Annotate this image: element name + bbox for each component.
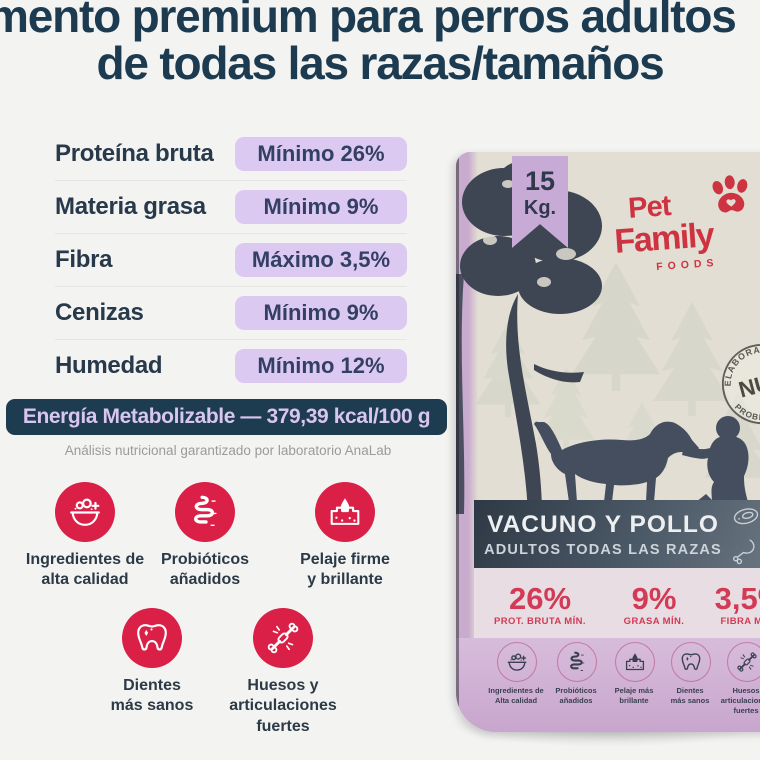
benefit-label: Probióticos añadidos xyxy=(160,551,249,589)
nutrient-label: Materia grasa xyxy=(55,193,206,220)
flavor-subtitle: ADULTOS TODAS LAS RAZAS xyxy=(484,541,722,558)
drumstick-icon xyxy=(728,534,758,567)
benefit-circle xyxy=(315,482,375,542)
intestine-icon xyxy=(186,493,224,531)
stats-band: 26% PROT. BRUTA MÍN. 9% GRASA MÍN. 3,5% … xyxy=(474,568,760,640)
benefit-circle xyxy=(175,482,235,542)
paw-icon xyxy=(706,173,755,220)
feature-label: Pelaje más brillante xyxy=(614,686,654,705)
title-line-2: de todas las razas/tamaños xyxy=(96,36,664,89)
stat-fiber: 3,5% FIBRA MÁX. xyxy=(714,581,760,627)
benefit-label: Pelaje firme y brillante xyxy=(300,551,390,589)
benefit-circle xyxy=(253,608,313,668)
weight-unit: Kg. xyxy=(523,197,557,219)
title-line-1: mento premium para perros adultos xyxy=(0,0,737,42)
bowl-icon xyxy=(505,650,529,674)
feature-circle xyxy=(727,642,760,682)
nutrient-value-pill: Mínimo 26% xyxy=(235,137,407,171)
feature-label: Dientes más sanos xyxy=(670,686,710,705)
brand-word-family: Family xyxy=(613,215,715,261)
lab-note: Análisis nutricional garantizado por lab… xyxy=(64,443,392,458)
nutrient-value-pill: Mínimo 9% xyxy=(235,296,407,330)
energy-banner: Energía Metabolizable — 379,39 kcal/100 … xyxy=(6,399,447,435)
nutrient-value-pill: Máximo 3,5% xyxy=(235,243,407,277)
stat-fat: 9% GRASA MÍN. xyxy=(623,581,685,627)
benefit-circle xyxy=(55,482,115,542)
feature-circle xyxy=(557,642,597,682)
dog-and-child-silhouette xyxy=(534,416,749,502)
feature-label: Probióticos añadidos xyxy=(555,686,597,705)
flavor-band: VACUNO Y POLLO ADULTOS TODAS LAS RAZAS xyxy=(474,500,760,568)
fur-icon xyxy=(623,650,647,674)
tooth-icon xyxy=(133,619,171,657)
nutrient-label: Humedad xyxy=(55,352,163,379)
page-title: mento premium para perros adultos de tod… xyxy=(0,0,760,87)
tooth-icon xyxy=(679,650,703,674)
feature-circle xyxy=(615,642,655,682)
fur-icon xyxy=(326,493,364,531)
table-row: Materia grasa Mínimo 9% xyxy=(55,181,407,234)
bone-joint-icon xyxy=(735,650,759,674)
product-bag: 15 Kg. Pet Family FOODS ELABO xyxy=(456,152,760,732)
bone-joint-icon xyxy=(264,619,302,657)
feature-circle xyxy=(497,642,537,682)
table-row: Fibra Máximo 3,5% xyxy=(55,234,407,287)
nutrition-table: Proteína bruta Mínimo 26% Materia grasa … xyxy=(55,128,407,392)
nutrient-label: Cenizas xyxy=(55,299,144,326)
flavor-title: VACUNO Y POLLO xyxy=(487,510,719,538)
table-row: Humedad Mínimo 12% xyxy=(55,340,407,392)
bag-edge-line xyxy=(456,152,459,732)
table-row: Cenizas Mínimo 9% xyxy=(55,287,407,340)
nutrient-label: Fibra xyxy=(55,246,113,273)
weight-value: 15 xyxy=(524,166,556,196)
benefit-label: Huesos y articulaciones fuertes xyxy=(229,677,337,735)
table-row: Proteína bruta Mínimo 26% xyxy=(55,128,407,181)
nutrient-value-pill: Mínimo 9% xyxy=(235,190,407,224)
benefit-circle xyxy=(122,608,182,668)
brand-logo: Pet Family FOODS xyxy=(611,175,758,275)
benefit-label: Dientes más sanos xyxy=(110,677,194,715)
benefit-label: Ingredientes de alta calidad xyxy=(25,551,145,589)
nutrient-label: Proteína bruta xyxy=(55,140,214,167)
stamp-badge: ELABORADO CO PROBIÓTICOS NUP xyxy=(715,336,760,430)
features-band: Ingredientes de Alta calidad Probióticos a… xyxy=(456,638,760,732)
feature-circle xyxy=(671,642,711,682)
nutrient-value-pill: Mínimo 12% xyxy=(235,349,407,383)
feature-label: Ingredientes de Alta calidad xyxy=(488,686,544,705)
meat-icon xyxy=(730,505,760,531)
bowl-icon xyxy=(66,493,104,531)
stat-protein: 26% PROT. BRUTA MÍN. xyxy=(494,581,586,627)
intestine-icon xyxy=(565,650,589,674)
flavor-icons xyxy=(730,505,760,571)
feature-label: Huesosarticulacionesfuertes xyxy=(720,686,760,715)
